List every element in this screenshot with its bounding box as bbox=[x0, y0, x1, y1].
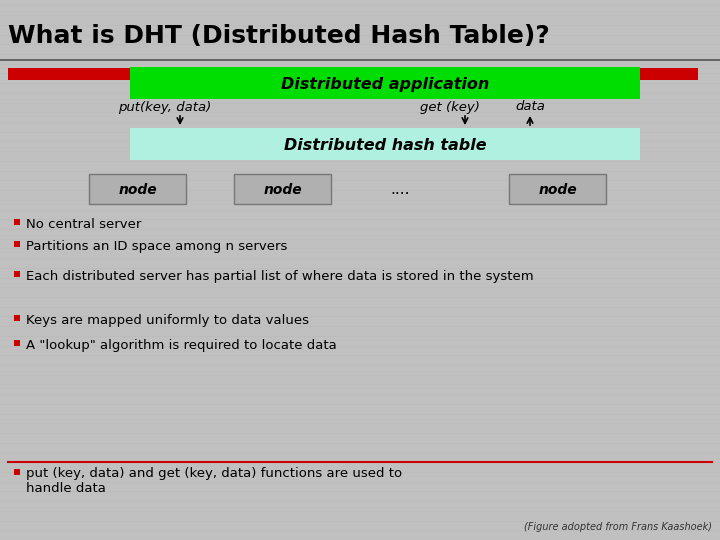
Text: get (key): get (key) bbox=[420, 100, 480, 113]
Text: Distributed hash table: Distributed hash table bbox=[284, 138, 486, 152]
Text: A "lookup" algorithm is required to locate data: A "lookup" algorithm is required to loca… bbox=[26, 339, 337, 352]
Text: Distributed application: Distributed application bbox=[281, 77, 489, 91]
FancyBboxPatch shape bbox=[234, 174, 331, 204]
Bar bbox=[14, 219, 20, 225]
Text: node: node bbox=[118, 183, 157, 197]
Text: (Figure adopted from Frans Kaashoek): (Figure adopted from Frans Kaashoek) bbox=[524, 522, 712, 532]
FancyBboxPatch shape bbox=[89, 174, 186, 204]
Text: Each distributed server has partial list of where data is stored in the system: Each distributed server has partial list… bbox=[26, 270, 534, 283]
Text: What is DHT (Distributed Hash Table)?: What is DHT (Distributed Hash Table)? bbox=[8, 24, 550, 48]
Bar bbox=[8, 68, 698, 80]
Bar bbox=[14, 241, 20, 247]
Text: node: node bbox=[264, 183, 302, 197]
Text: put (key, data) and get (key, data) functions are used to
handle data: put (key, data) and get (key, data) func… bbox=[26, 467, 402, 495]
Text: data: data bbox=[515, 100, 545, 113]
Text: Keys are mapped uniformly to data values: Keys are mapped uniformly to data values bbox=[26, 314, 309, 327]
Text: ....: .... bbox=[390, 183, 410, 198]
Text: node: node bbox=[538, 183, 577, 197]
Text: No central server: No central server bbox=[26, 218, 141, 231]
FancyBboxPatch shape bbox=[509, 174, 606, 204]
Text: put(key, data): put(key, data) bbox=[118, 100, 212, 113]
Bar bbox=[14, 271, 20, 277]
Bar bbox=[130, 128, 640, 160]
Bar bbox=[14, 315, 20, 321]
Bar bbox=[130, 67, 640, 99]
Bar bbox=[14, 340, 20, 346]
Bar bbox=[14, 469, 20, 475]
Text: Partitions an ID space among n servers: Partitions an ID space among n servers bbox=[26, 240, 287, 253]
